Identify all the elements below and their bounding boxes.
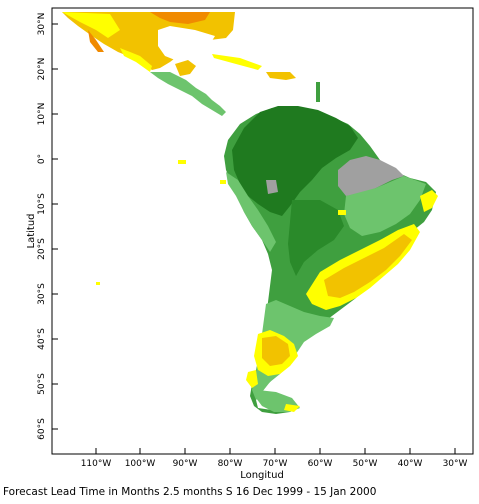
lon-tick-label: 30°W	[443, 459, 468, 469]
x-axis-label: Longitud	[240, 470, 284, 481]
map-frame	[51, 7, 474, 455]
baja-orange	[88, 30, 104, 52]
chile-south-yellow	[246, 370, 258, 388]
lon-tick-label: 40°W	[398, 459, 423, 469]
gray-northeast	[338, 156, 404, 196]
lon-tick-label: 70°W	[263, 459, 288, 469]
lat-ticks	[52, 23, 58, 430]
lat-tick-label: 10°N	[37, 103, 47, 126]
lon-tick-label: 50°W	[353, 459, 378, 469]
island-4	[338, 210, 346, 215]
yucatan	[175, 60, 196, 76]
lat-tick-label: 10°S	[37, 193, 47, 215]
gulf-of-mexico	[158, 26, 215, 60]
lat-tick-label: 30°S	[37, 283, 47, 305]
lat-tick-label: 40°S	[37, 328, 47, 350]
forecast-caption: Forecast Lead Time in Months 2.5 months …	[3, 486, 377, 498]
lat-tick-label: 20°N	[37, 58, 47, 81]
se-brazil-gold	[324, 234, 412, 298]
mexico-orange-patch	[150, 12, 210, 24]
lat-tick-label: 20°S	[37, 238, 47, 260]
lon-tick-label: 90°W	[173, 459, 198, 469]
lon-tick-label: 100°W	[125, 459, 156, 469]
y-axis-label: Latitud	[26, 213, 37, 248]
land-regions	[62, 12, 438, 414]
central-america	[150, 72, 226, 116]
tierra-yellow	[284, 404, 300, 412]
lat-tick-label: 60°S	[37, 418, 47, 440]
ne-coast-yellow	[420, 190, 438, 212]
brazil-central-dark	[288, 200, 344, 276]
hispaniola	[266, 72, 296, 80]
lon-tick-label: 80°W	[218, 459, 243, 469]
patagonia-gold	[262, 336, 290, 366]
lat-tick-label: 0°	[37, 154, 47, 164]
amazon-dark-green	[232, 106, 358, 216]
lon-tick-label: 110°W	[81, 459, 112, 469]
lon-tick-label: 60°W	[308, 459, 333, 469]
east-brazil-light-green	[344, 176, 426, 236]
lat-tick-label: 50°S	[37, 373, 47, 395]
island-galapagos	[178, 160, 186, 164]
island-2	[96, 282, 100, 285]
island-3	[316, 82, 320, 102]
mexico-yellow-coast	[62, 12, 120, 38]
lon-ticks	[95, 448, 456, 454]
island-1	[220, 180, 226, 184]
cuba	[212, 54, 262, 70]
mexico-yellow-south	[120, 48, 152, 72]
peru-light-green	[226, 172, 276, 252]
gray-peru	[266, 180, 278, 194]
lat-tick-label: 30°N	[37, 13, 47, 36]
